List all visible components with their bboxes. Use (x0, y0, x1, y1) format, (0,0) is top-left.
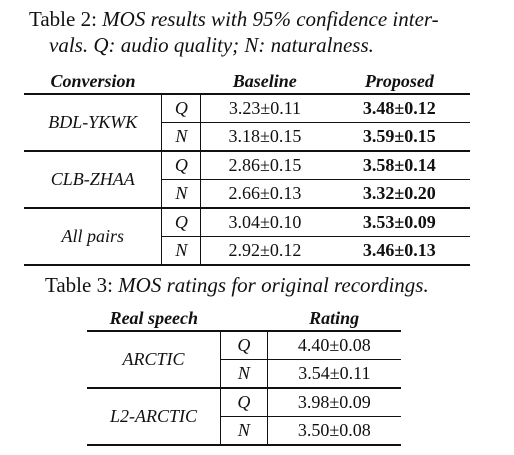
proposed-cell: 3.53±0.09 (328, 208, 470, 237)
rating-cell: 3.98±0.09 (267, 388, 401, 417)
metric-cell: N (220, 416, 268, 446)
corpus-cell: ARCTIC (87, 331, 221, 389)
metric-cell: Q (220, 388, 268, 417)
table-row: N 3.54±0.11 (87, 359, 401, 389)
table3-header-row: Real speech Rating (87, 306, 401, 332)
corpus-cell: L2-ARCTIC (87, 388, 221, 446)
pair-cell: All pairs (24, 208, 162, 266)
table3-caption: Table 3: MOS ratings for original record… (45, 272, 510, 298)
metric-cell: N (161, 122, 202, 152)
header-real-speech: Real speech (87, 306, 221, 332)
header-metric-blank (161, 69, 201, 95)
pair-cell: BDL-YKWK (24, 94, 162, 152)
proposed-value: 3.59±0.15 (362, 126, 436, 146)
table-row: L2-ARCTIC Q 3.98±0.09 (87, 388, 401, 446)
baseline-cell: 2.92±0.12 (200, 236, 329, 266)
table2-caption-line2: vals. Q: audio quality; N: naturalness. (49, 33, 374, 57)
metric-cell: N (161, 179, 202, 209)
header-conversion: Conversion (24, 69, 162, 95)
rating-cell: 3.50±0.08 (267, 416, 401, 446)
proposed-cell: 3.59±0.15 (328, 122, 470, 152)
baseline-cell: 2.66±0.13 (200, 179, 329, 209)
table-row: CLB-ZHAA Q 2.86±0.15 3.58±0.14 (24, 151, 470, 209)
metric-cell: Q (161, 94, 202, 123)
baseline-cell: 3.23±0.11 (200, 94, 329, 123)
header-proposed: Proposed (328, 69, 470, 95)
table3-caption-text: MOS ratings for original recordings. (118, 273, 429, 297)
metric-cell: Q (161, 208, 202, 237)
proposed-value: 3.32±0.20 (362, 183, 436, 203)
metric-cell: N (161, 236, 202, 266)
metric-cell: N (220, 359, 268, 389)
table2-header-row: Conversion Baseline Proposed (24, 69, 470, 95)
table2-mos-results: Conversion Baseline Proposed BDL-YKWK Q … (24, 69, 470, 266)
header-metric-blank (220, 306, 268, 332)
proposed-cell: 3.46±0.13 (328, 236, 470, 266)
table-row: N 3.18±0.15 3.59±0.15 (24, 122, 470, 152)
header-rating: Rating (267, 306, 401, 332)
table3-caption-label: Table 3: (45, 273, 113, 297)
metric-cell: Q (220, 331, 268, 360)
rating-cell: 3.54±0.11 (267, 359, 401, 389)
table-row: BDL-YKWK Q 3.23±0.11 3.48±0.12 (24, 94, 470, 152)
proposed-cell: 3.32±0.20 (328, 179, 470, 209)
header-baseline: Baseline (200, 69, 329, 95)
proposed-value: 3.58±0.14 (362, 155, 436, 175)
table2-caption: Table 2: MOS results with 95% confidence… (29, 6, 509, 58)
proposed-cell: 3.58±0.14 (328, 151, 470, 180)
table-row: ARCTIC Q 4.40±0.08 (87, 331, 401, 389)
baseline-cell: 2.86±0.15 (200, 151, 329, 180)
rating-cell: 4.40±0.08 (267, 331, 401, 360)
baseline-cell: 3.18±0.15 (200, 122, 329, 152)
table-row: All pairs Q 3.04±0.10 3.53±0.09 (24, 208, 470, 266)
pair-cell: CLB-ZHAA (24, 151, 162, 209)
table3-original-ratings: Real speech Rating ARCTIC Q 4.40±0.08 N … (87, 306, 401, 446)
proposed-value: 3.46±0.13 (362, 240, 436, 260)
metric-cell: Q (161, 151, 202, 180)
baseline-cell: 3.04±0.10 (200, 208, 329, 237)
table2-caption-line1: MOS results with 95% confidence inter- (102, 7, 439, 31)
table-row: N 2.92±0.12 3.46±0.13 (24, 236, 470, 266)
table-row: N 3.50±0.08 (87, 416, 401, 446)
table2-caption-label: Table 2: (29, 7, 97, 31)
table-row: N 2.66±0.13 3.32±0.20 (24, 179, 470, 209)
proposed-value: 3.53±0.09 (362, 212, 436, 232)
proposed-cell: 3.48±0.12 (328, 94, 470, 123)
proposed-value: 3.48±0.12 (362, 98, 436, 118)
